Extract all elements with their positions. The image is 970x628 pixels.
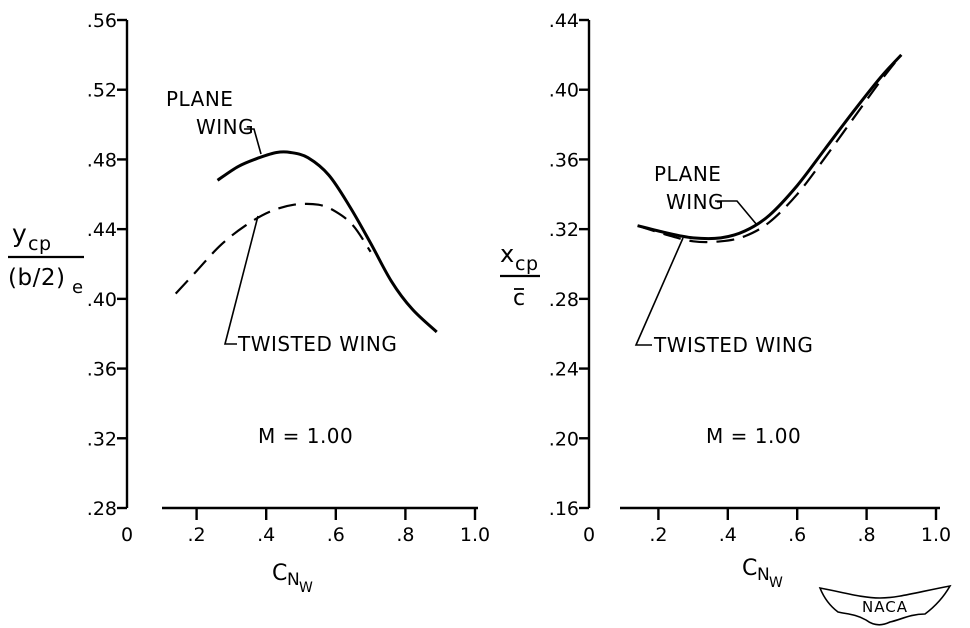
y-tick-label: .44 [549, 10, 579, 32]
twisted-wing-leader-right [634, 237, 684, 346]
x-label-right: C [742, 556, 758, 581]
y-label-numerator-sub-left: cp [28, 233, 52, 255]
x-tick-label: .4 [257, 524, 275, 546]
plane-wing-label-right-line2: WING [666, 190, 724, 214]
y-label-denominator-right: c [513, 286, 526, 311]
y-axis-label-right: x cp c [500, 240, 540, 311]
y-tick-label: .28 [549, 289, 579, 311]
y-label-denominator-sub-left: e [72, 277, 84, 298]
twisted-wing-label-right: TWISTED WING [634, 237, 813, 357]
x-axis-left: 0 .2 .4 .6 .8 1.0 [121, 506, 490, 546]
x-tick-label: 0 [583, 524, 595, 546]
x-tick-label: 1.0 [921, 524, 951, 546]
x-label-left: C [272, 561, 288, 586]
x-tick-label: .6 [788, 524, 806, 546]
y-tick-label: .24 [549, 359, 579, 381]
plane-wing-leader-left [244, 128, 262, 155]
y-label-numerator-right: x [500, 240, 515, 268]
mach-annotation-left: M = 1.00 [258, 424, 353, 448]
naca-logo-text: NACA [862, 598, 908, 616]
x-tick-label: 1.0 [460, 524, 490, 546]
y-tick-label: .28 [87, 498, 117, 520]
y-tick-label: .32 [87, 428, 117, 450]
x-tick-label: 0 [121, 524, 133, 546]
plane-wing-label-left: PLANE WING [166, 87, 262, 155]
x-tick-label: .2 [188, 524, 206, 546]
y-tick-label: .32 [549, 219, 579, 241]
x-tick-label: .6 [327, 524, 345, 546]
y-tick-label: .52 [87, 80, 117, 102]
y-tick-label: .16 [549, 498, 579, 520]
naca-wings-icon [818, 584, 952, 626]
y-axis-left: .28 .32 .36 .40 .44 .48 .52 .56 [87, 10, 129, 520]
x-label-sub-left: N [287, 570, 300, 590]
y-label-denominator-left: (b/2) [8, 265, 65, 291]
twisted-wing-curve-right [637, 54, 903, 244]
naca-logo: NACA [818, 584, 952, 626]
x-tick-label: .4 [719, 524, 737, 546]
y-axis-right: .16 .20 .24 .28 .32 .36 .40 .44 [549, 10, 591, 520]
y-label-numerator-left: y [12, 219, 27, 248]
y-tick-label: .56 [87, 10, 117, 32]
y-tick-label: .36 [549, 149, 579, 171]
twisted-wing-label-left-text: TWISTED WING [237, 332, 397, 356]
x-axis-right: 0 .2 .4 .6 .8 1.0 [583, 506, 951, 546]
y-tick-label: .36 [87, 359, 117, 381]
x-label-subsub-left: W [299, 580, 313, 596]
y-tick-label: .20 [549, 428, 579, 450]
y-tick-label: .48 [87, 149, 117, 171]
x-tick-label: .8 [396, 524, 414, 546]
chart-left: .28 .32 .36 .40 .44 .48 .52 .56 0 .2 .4 .6 .8 1.0 y … [8, 10, 490, 596]
twisted-wing-label-left: TWISTED WING [223, 215, 397, 356]
x-label-subsub-right: W [769, 575, 783, 591]
y-tick-label: .44 [87, 219, 117, 241]
plane-wing-label-right: PLANE WING [654, 162, 758, 226]
y-tick-label: .40 [87, 289, 117, 311]
plane-wing-label-left-line2: WING [196, 115, 254, 139]
y-axis-label-left: y cp (b/2) e [8, 219, 84, 298]
x-axis-label-left: C N W [272, 561, 313, 596]
x-tick-label: .8 [858, 524, 876, 546]
mach-annotation-right: M = 1.00 [706, 424, 801, 448]
twisted-wing-curve-left [174, 202, 372, 295]
series-right [637, 53, 903, 244]
x-tick-label: .2 [649, 524, 667, 546]
plane-wing-curve-right [637, 53, 903, 241]
twisted-wing-leader-left [223, 215, 259, 345]
plane-wing-label-right-line1: PLANE [654, 162, 721, 186]
series-left [174, 150, 438, 334]
twisted-wing-label-right-text: TWISTED WING [653, 333, 813, 357]
chart-right: .16 .20 .24 .28 .32 .36 .40 .44 0 .2 .4 .6 .8 1.0 x … [500, 10, 951, 591]
plane-wing-label-left-line1: PLANE [166, 87, 233, 111]
y-label-numerator-sub-right: cp [515, 253, 539, 275]
x-label-sub-right: N [757, 565, 770, 585]
plane-wing-curve-left [216, 150, 438, 334]
x-axis-label-right: C N W [742, 556, 783, 591]
plane-wing-leader-right [715, 200, 758, 226]
y-tick-label: .40 [549, 80, 579, 102]
